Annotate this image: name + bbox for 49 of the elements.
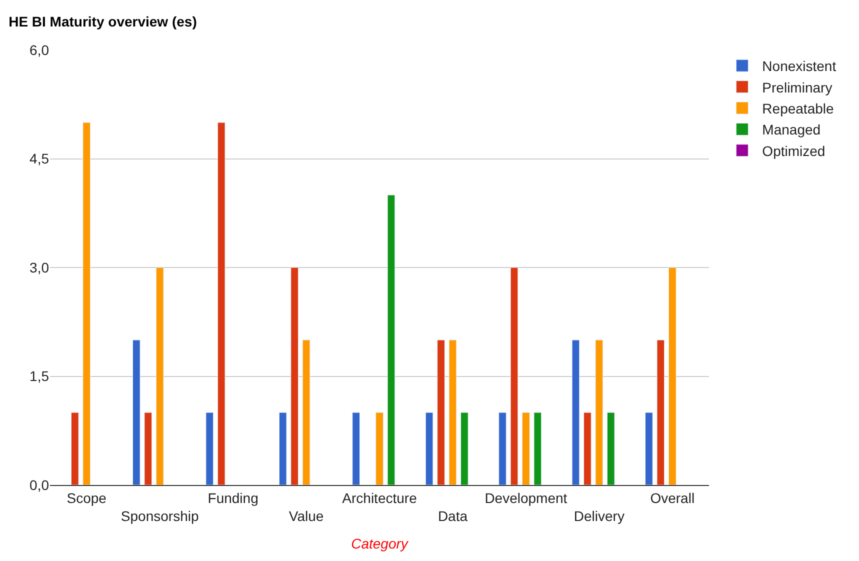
- bar: [498, 412, 506, 485]
- bar: [217, 122, 226, 485]
- x-tick-label: Scope: [66, 490, 107, 506]
- bar: [584, 412, 592, 485]
- x-tick-label: Data: [438, 508, 468, 524]
- bar: [656, 340, 665, 485]
- bar: [70, 412, 79, 485]
- y-tick-label: 6,0: [30, 42, 50, 58]
- x-tick-label: Value: [288, 508, 324, 524]
- bar: [534, 412, 542, 485]
- bar: [82, 122, 91, 485]
- bar: [668, 267, 676, 485]
- x-tick-label: Sponsorship: [120, 508, 199, 524]
- bar: [572, 340, 580, 485]
- bar: [278, 412, 287, 485]
- bar: [302, 340, 310, 485]
- x-axis-title: Category: [351, 535, 409, 552]
- bar: [387, 194, 396, 485]
- chart-title: HE BI Maturity overview (es): [8, 14, 197, 30]
- y-tick-label: 4,5: [30, 150, 50, 167]
- bar: [460, 412, 468, 485]
- bar: [156, 267, 164, 485]
- bar: [290, 267, 298, 485]
- bar: [522, 412, 530, 485]
- bar: [437, 340, 445, 485]
- bar: [376, 412, 384, 485]
- bar: [510, 267, 518, 485]
- x-tick-label: Architecture: [342, 490, 418, 506]
- x-tick-label: Development: [484, 490, 568, 506]
- bar: [645, 412, 653, 485]
- bar: [595, 340, 604, 485]
- bar: [206, 412, 214, 485]
- x-tick-label: Overall: [650, 490, 695, 506]
- x-tick-label: Funding: [208, 490, 258, 506]
- bar: [606, 412, 615, 485]
- bar: [448, 340, 457, 485]
- bar: [144, 412, 152, 485]
- x-tick-label: Delivery: [574, 508, 624, 524]
- legend-label: Repeatable: [762, 100, 834, 116]
- y-tick-label: 3,0: [30, 259, 50, 276]
- bar: [132, 340, 140, 485]
- legend-label: Preliminary: [762, 79, 832, 96]
- y-tick-label: 0,0: [30, 476, 50, 493]
- y-tick-label: 1,5: [30, 368, 50, 384]
- legend-label: Nonexistent: [762, 58, 836, 74]
- bar: [425, 412, 434, 485]
- legend-label: Managed: [762, 122, 821, 138]
- legend-label: Optimized: [762, 142, 826, 159]
- bar: [352, 412, 360, 485]
